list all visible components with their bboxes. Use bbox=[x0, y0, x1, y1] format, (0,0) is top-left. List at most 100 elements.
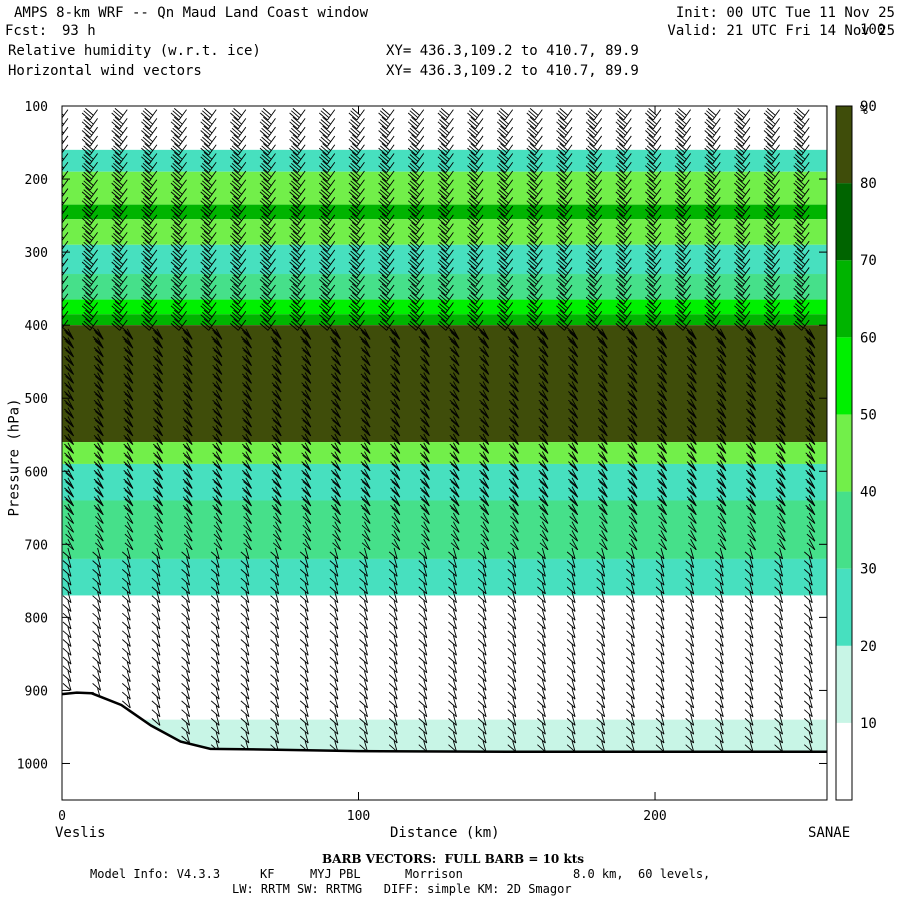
wind-barb-flag bbox=[688, 393, 697, 402]
wind-barb-flag bbox=[263, 186, 272, 195]
wind-barb-flag bbox=[704, 121, 713, 130]
wind-barb-flag bbox=[587, 233, 597, 241]
wind-barb bbox=[275, 346, 282, 358]
wind-barb-flag bbox=[470, 283, 480, 292]
wind-barb-flag bbox=[272, 410, 282, 419]
wind-barb-flag bbox=[230, 112, 239, 121]
wind-barb-flag bbox=[706, 241, 715, 250]
wind-barb-flag bbox=[65, 367, 74, 375]
wind-barb-flag bbox=[231, 320, 241, 329]
wind-barb-flag bbox=[81, 323, 91, 331]
wind-barb-flag bbox=[391, 507, 401, 516]
wind-barb-flag bbox=[378, 209, 387, 217]
wind-barb-flag bbox=[302, 419, 312, 428]
wind-barb-flag bbox=[243, 393, 252, 402]
wind-barb bbox=[512, 503, 519, 516]
wind-barb-flag bbox=[685, 647, 694, 656]
wind-barb-flag bbox=[263, 116, 272, 125]
wind-barb bbox=[186, 617, 191, 630]
wind-barb-flag bbox=[508, 470, 518, 478]
wind-barb-flag bbox=[389, 336, 398, 344]
wind-barb bbox=[719, 565, 724, 577]
wind-barb-flag bbox=[329, 551, 339, 560]
wind-barb-flag bbox=[172, 224, 181, 233]
wind-barb-flag bbox=[440, 134, 450, 143]
wind-barb bbox=[660, 538, 667, 551]
wind-barb-flag bbox=[585, 226, 595, 235]
wind-barb bbox=[393, 653, 398, 665]
wind-barb-flag bbox=[391, 524, 401, 533]
wind-barb bbox=[423, 714, 428, 726]
wind-barb-flag bbox=[498, 303, 508, 311]
wind-barb bbox=[245, 574, 250, 586]
wind-barb-flag bbox=[480, 384, 489, 393]
wind-barb-flag bbox=[450, 507, 460, 516]
wind-barb bbox=[719, 644, 724, 656]
wind-barb-flag bbox=[448, 630, 457, 639]
wind-barb bbox=[504, 161, 514, 173]
wind-barb bbox=[245, 723, 250, 735]
wind-barb-flag bbox=[332, 384, 341, 393]
wind-barb-flag bbox=[409, 250, 419, 259]
wind-barb bbox=[593, 240, 603, 252]
wind-barb-flag bbox=[626, 718, 635, 726]
wind-barb-flag bbox=[388, 656, 398, 665]
wind-barb-flag bbox=[678, 134, 687, 143]
wind-barb bbox=[326, 302, 336, 314]
wind-barb bbox=[245, 705, 250, 717]
wind-barb-flag bbox=[479, 338, 488, 347]
wind-barb-flag bbox=[379, 241, 389, 250]
wind-barb-flag bbox=[556, 323, 565, 331]
wind-barb-flag bbox=[538, 426, 548, 434]
wind-barb bbox=[334, 653, 339, 665]
wind-barb bbox=[149, 267, 158, 279]
wind-barb bbox=[215, 381, 223, 393]
wind-barb-flag bbox=[319, 261, 328, 270]
wind-barb bbox=[386, 144, 395, 156]
wind-barb bbox=[482, 731, 487, 744]
wind-barb bbox=[541, 600, 546, 612]
wind-barb bbox=[364, 714, 368, 726]
wind-barb-flag bbox=[450, 437, 460, 445]
wind-barb-flag bbox=[508, 496, 518, 505]
wind-barb-flag bbox=[210, 656, 220, 665]
wind-barb-flag bbox=[81, 252, 91, 261]
wind-barb-flag bbox=[648, 309, 657, 318]
wind-barb-flag bbox=[62, 560, 72, 568]
wind-barb bbox=[126, 372, 134, 384]
wind-barb-flag bbox=[381, 116, 391, 125]
wind-barb-flag bbox=[113, 294, 122, 303]
wind-barb bbox=[690, 591, 695, 603]
wind-barb bbox=[356, 179, 365, 191]
wind-barb-flag bbox=[361, 419, 371, 428]
wind-barb bbox=[712, 109, 721, 121]
wind-barb-flag bbox=[585, 209, 595, 217]
wind-barb-flag bbox=[322, 116, 331, 125]
wind-barb-flag bbox=[64, 417, 73, 426]
wind-barb-flag bbox=[421, 481, 430, 489]
wind-barb-flag bbox=[589, 186, 598, 195]
wind-barb-flag bbox=[658, 410, 667, 419]
wind-barb-flag bbox=[360, 347, 370, 355]
wind-barb-flag bbox=[597, 364, 607, 373]
wind-barb-flag bbox=[685, 630, 694, 639]
wind-barb-flag bbox=[468, 294, 478, 303]
wind-barb-flag bbox=[154, 472, 163, 481]
wind-barb bbox=[541, 661, 546, 673]
wind-barb bbox=[356, 293, 365, 305]
wind-barb-flag bbox=[182, 426, 192, 434]
wind-barb-flag bbox=[183, 542, 193, 551]
wind-barb bbox=[534, 144, 543, 156]
wind-barb-flag bbox=[450, 340, 460, 349]
wind-barb-flag bbox=[439, 145, 448, 154]
wind-barb-flag bbox=[500, 222, 509, 230]
wind-barb-flag bbox=[508, 417, 518, 426]
wind-barb bbox=[393, 512, 401, 524]
wind-barb-flag bbox=[83, 303, 92, 311]
wind-barb-flag bbox=[301, 391, 310, 399]
wind-barb-flag bbox=[419, 399, 429, 408]
wind-barb-flag bbox=[686, 408, 696, 417]
wind-barb-flag bbox=[440, 116, 450, 125]
wind-barb-flag bbox=[330, 470, 340, 478]
wind-barb bbox=[601, 407, 608, 419]
